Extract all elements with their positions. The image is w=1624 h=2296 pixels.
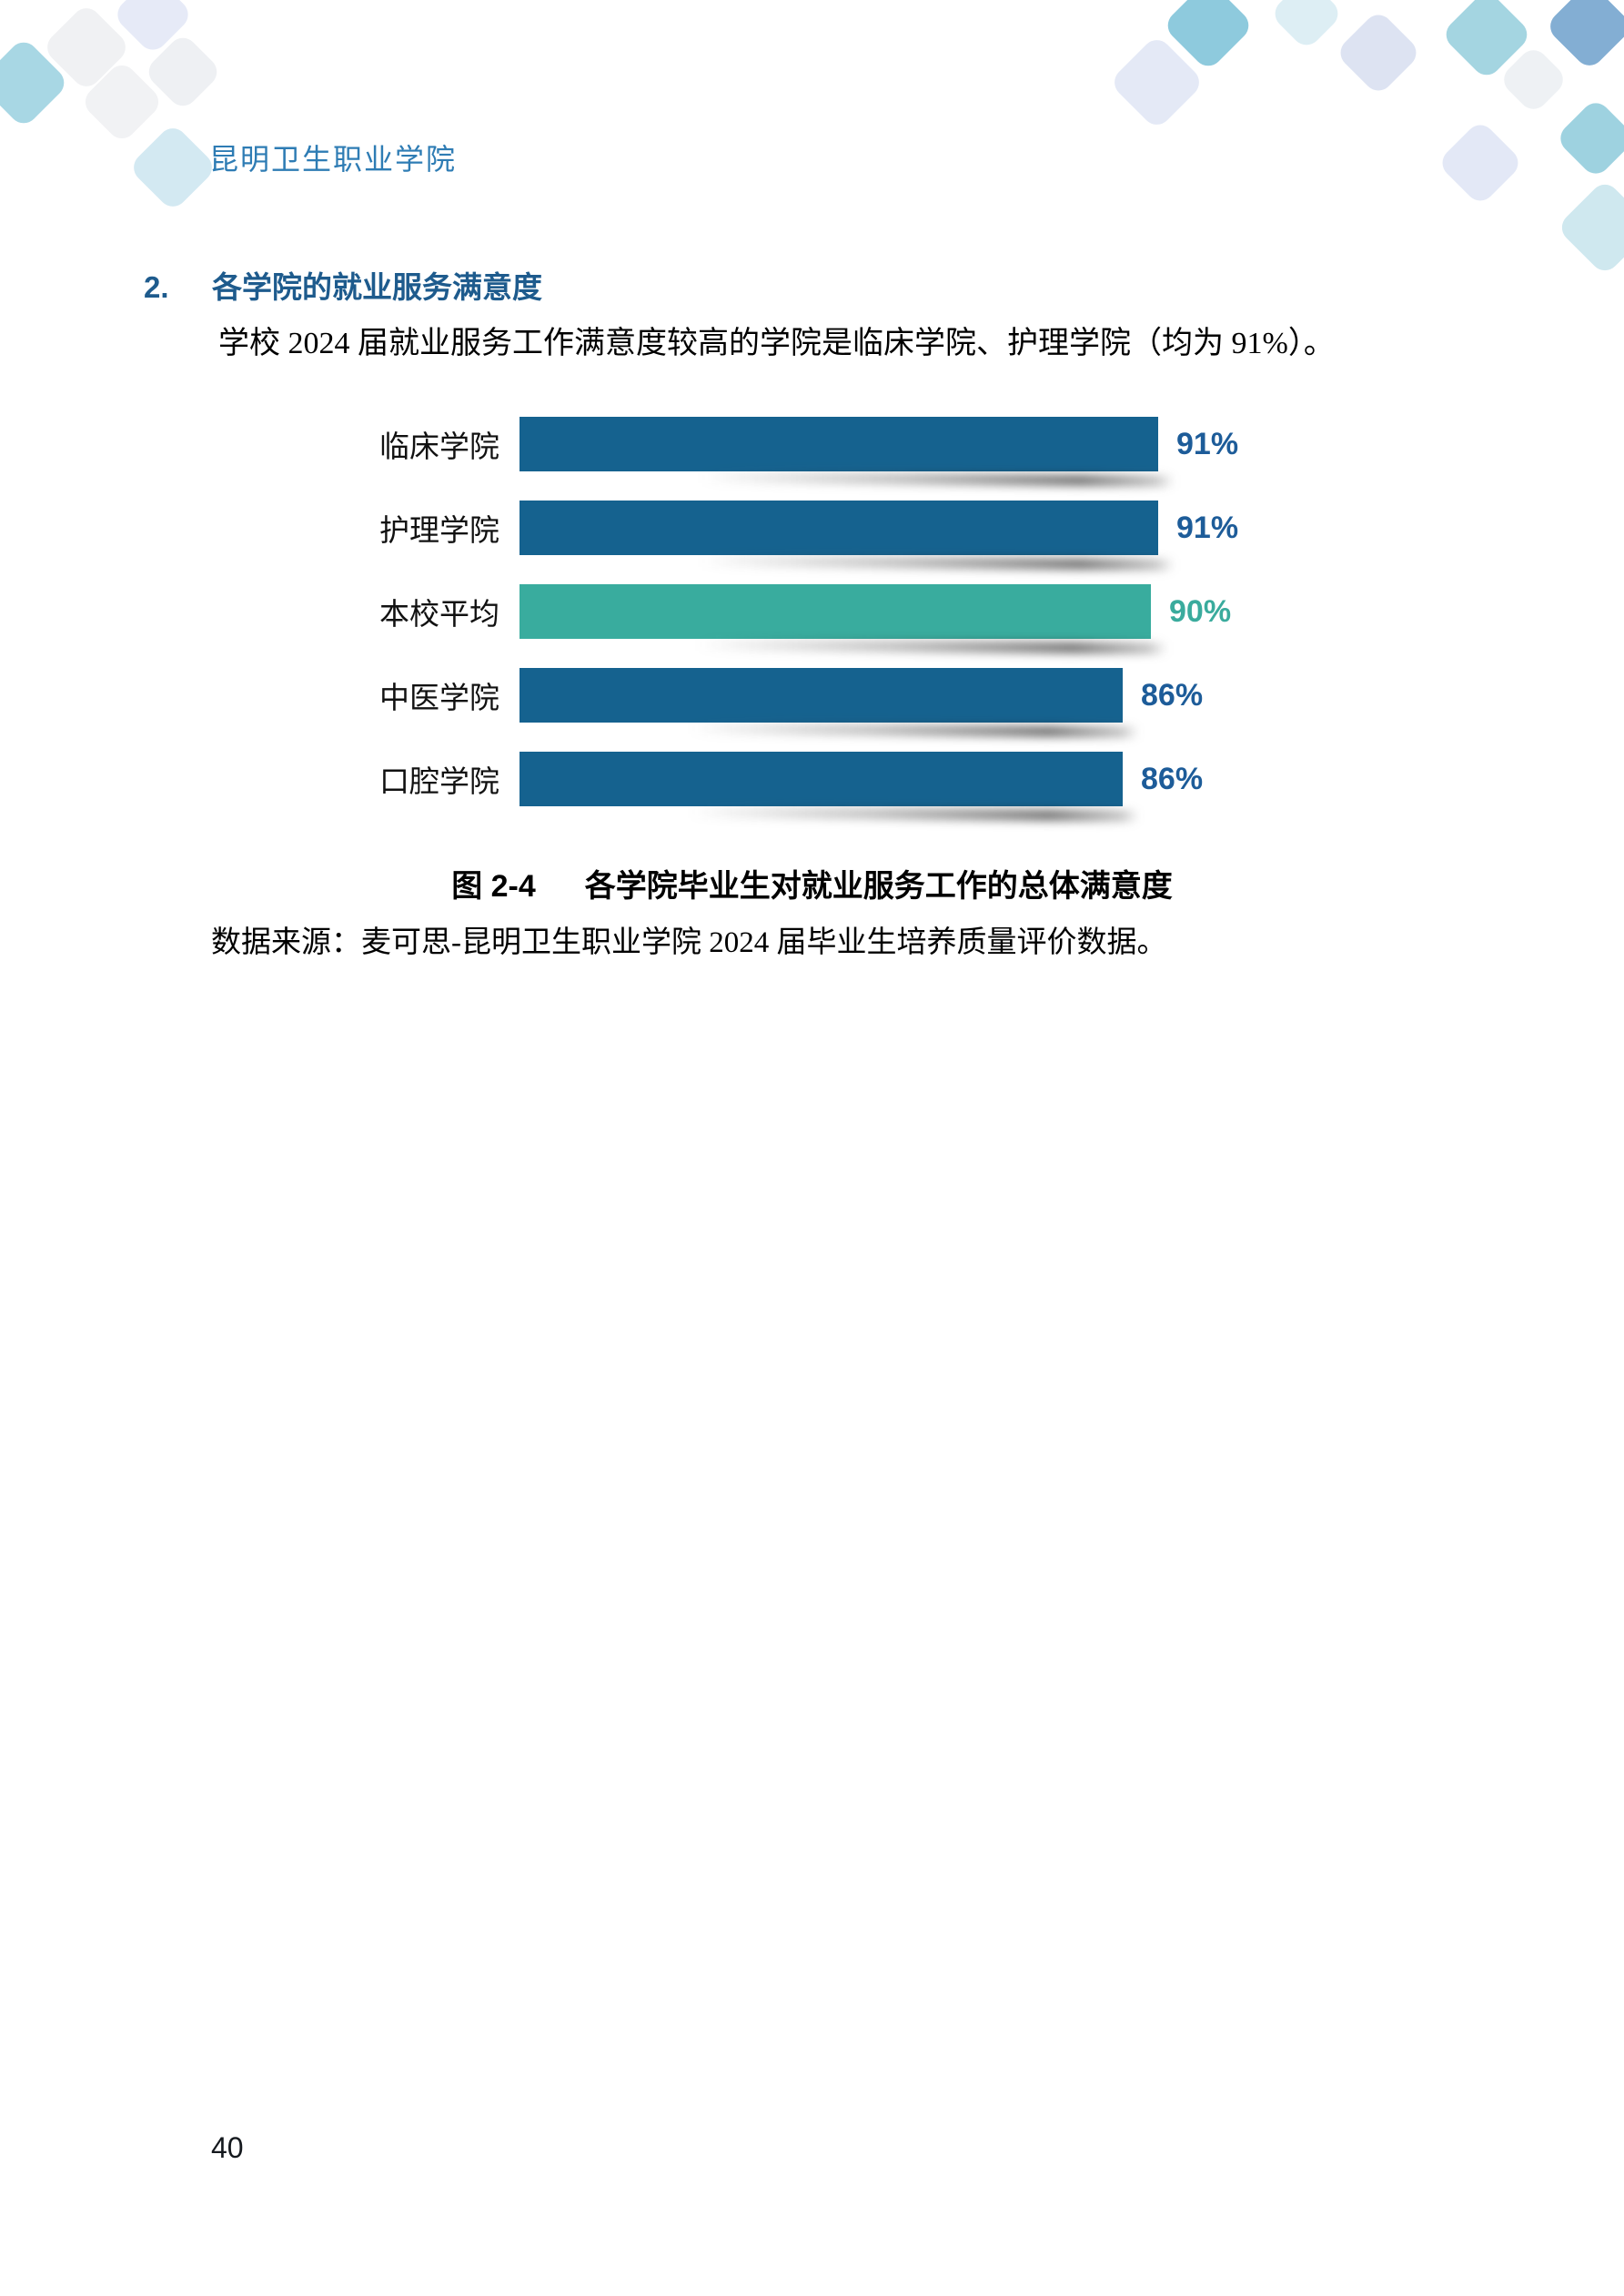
body-paragraph: 学校 2024 届就业服务工作满意度较高的学院是临床学院、护理学院（均为 91%… <box>218 327 1335 360</box>
diamond-shape <box>1544 0 1624 72</box>
diamond-shape <box>1268 0 1345 52</box>
page-header-school-name: 昆明卫生职业学院 <box>209 143 458 176</box>
category-label: 护理学院 <box>379 515 499 548</box>
chart-row: 本校平均 90% <box>209 570 1538 653</box>
category-label: 口腔学院 <box>379 766 499 799</box>
value-label: 90% <box>1169 593 1232 629</box>
bar-chart: 临床学院 91% 护理学院 91% 本校平均 90% 中医学院 86% 口腔学院 86% <box>209 402 1538 821</box>
diamond-shape <box>1436 118 1525 207</box>
bar <box>519 752 1123 806</box>
value-label: 86% <box>1141 677 1204 713</box>
bar-average-highlight <box>519 584 1151 639</box>
bar <box>519 501 1158 555</box>
category-label: 临床学院 <box>379 431 499 464</box>
page-number: 40 <box>211 2131 244 2164</box>
value-label: 91% <box>1176 426 1239 461</box>
category-label: 本校平均 <box>379 599 499 632</box>
value-label: 86% <box>1141 761 1204 796</box>
diamond-shape <box>1554 96 1624 180</box>
section-heading: 2. 各学院的就业服务满意度 <box>144 270 542 305</box>
figure-title: 各学院毕业生对就业服务工作的总体满意度 <box>584 869 1173 904</box>
diamond-shape <box>1334 8 1423 97</box>
figure-caption: 图 2-4 各学院毕业生对就业服务工作的总体满意度 <box>0 861 1624 905</box>
section-title: 各学院的就业服务满意度 <box>212 270 542 304</box>
value-label: 91% <box>1176 510 1239 545</box>
chart-row: 中医学院 86% <box>209 653 1538 737</box>
chart-row: 临床学院 91% <box>209 402 1538 486</box>
data-source-note: 数据来源：麦可思-昆明卫生职业学院 2024 届毕业生培养质量评价数据。 <box>211 926 1167 959</box>
bar <box>519 668 1123 723</box>
bar <box>519 417 1158 471</box>
chart-row: 护理学院 91% <box>209 486 1538 570</box>
category-label: 中医学院 <box>379 683 499 715</box>
diamond-shape <box>127 122 218 213</box>
chart-row: 口腔学院 86% <box>209 737 1538 821</box>
section-number: 2. <box>144 270 169 304</box>
figure-label: 图 2-4 <box>451 869 536 904</box>
diamond-shape <box>1556 178 1624 277</box>
